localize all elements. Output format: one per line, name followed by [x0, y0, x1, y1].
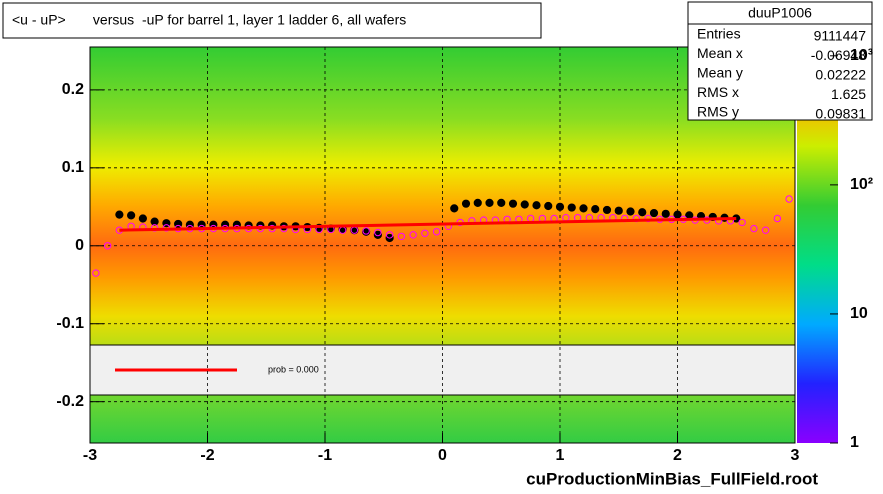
- point: [373, 230, 382, 239]
- y-tick-label: -0.2: [56, 393, 84, 410]
- x-tick-label: 1: [556, 447, 565, 464]
- point: [150, 217, 159, 226]
- z-tick-label: 10³: [850, 47, 873, 64]
- point: [461, 199, 471, 208]
- point: [138, 214, 147, 223]
- point: [579, 204, 588, 213]
- y-tick-label: 0.1: [62, 159, 84, 176]
- stats-value: 0.09831: [815, 106, 866, 122]
- stats-value: 0.02222: [815, 67, 866, 83]
- point: [497, 198, 506, 208]
- stats-frame: [687, 1, 873, 121]
- x-tick-label: 0: [438, 447, 447, 464]
- x-tick-label: -1: [318, 447, 332, 464]
- y-tick-label: 0.2: [62, 81, 84, 98]
- x-tick-label: 3: [791, 447, 800, 464]
- fit-line: [119, 216, 737, 232]
- stats-key: RMS y: [697, 104, 739, 120]
- point: [397, 232, 406, 241]
- chart-title: <u - uP> versus -uP for barrel 1, layer …: [12, 12, 406, 28]
- point: [532, 201, 541, 210]
- x-tick-label: 2: [673, 447, 682, 464]
- stats-key: Mean y: [697, 65, 743, 81]
- point: [649, 208, 659, 218]
- point: [773, 214, 782, 223]
- point: [638, 208, 647, 217]
- point: [602, 205, 612, 215]
- point: [785, 195, 793, 203]
- stats-key: Mean x: [697, 45, 743, 61]
- z-tick-label: 1: [850, 434, 859, 451]
- point: [92, 269, 100, 277]
- point: [761, 226, 770, 234]
- stats-value: 9111447: [814, 28, 867, 44]
- stats-title: duuP1006: [748, 5, 812, 21]
- y-tick-label: 0: [75, 237, 84, 254]
- point: [508, 199, 518, 208]
- point: [374, 228, 382, 237]
- stats-key: Entries: [697, 26, 741, 42]
- fit-legend-text: prob = 0.000: [268, 364, 319, 374]
- point: [432, 228, 441, 236]
- stats-value: -0.06948: [811, 47, 866, 63]
- point: [750, 224, 758, 233]
- point: [591, 205, 600, 214]
- point: [520, 200, 529, 209]
- stats-value: 1.625: [831, 86, 866, 102]
- point: [115, 210, 124, 219]
- point: [614, 206, 623, 215]
- point: [485, 198, 494, 208]
- point: [450, 204, 459, 213]
- z-tick-label: 10: [850, 305, 868, 322]
- point: [150, 224, 159, 232]
- y-tick-label: -0.1: [56, 315, 84, 332]
- stats-key: RMS x: [697, 84, 739, 100]
- point: [473, 198, 482, 208]
- z-tick-label: 10²: [850, 176, 873, 193]
- point: [385, 231, 394, 239]
- stats-box: duuP1006 Entries 9111447 Mean x -0.06948 Mean…: [687, 1, 873, 122]
- title-box: [2, 2, 542, 39]
- point: [626, 207, 635, 216]
- point: [409, 231, 417, 239]
- x-tick-label: -2: [200, 447, 214, 464]
- point: [544, 201, 553, 211]
- point: [103, 242, 112, 250]
- point: [567, 203, 576, 212]
- point: [644, 214, 652, 223]
- point: [661, 209, 670, 218]
- point: [362, 227, 370, 235]
- point: [673, 210, 682, 219]
- point: [738, 218, 746, 227]
- x-tick-label: -3: [83, 447, 97, 464]
- point: [555, 202, 565, 211]
- point: [127, 211, 136, 220]
- x-axis-title: cuProductionMinBias_FullField.root: [526, 469, 818, 488]
- point: [421, 229, 429, 238]
